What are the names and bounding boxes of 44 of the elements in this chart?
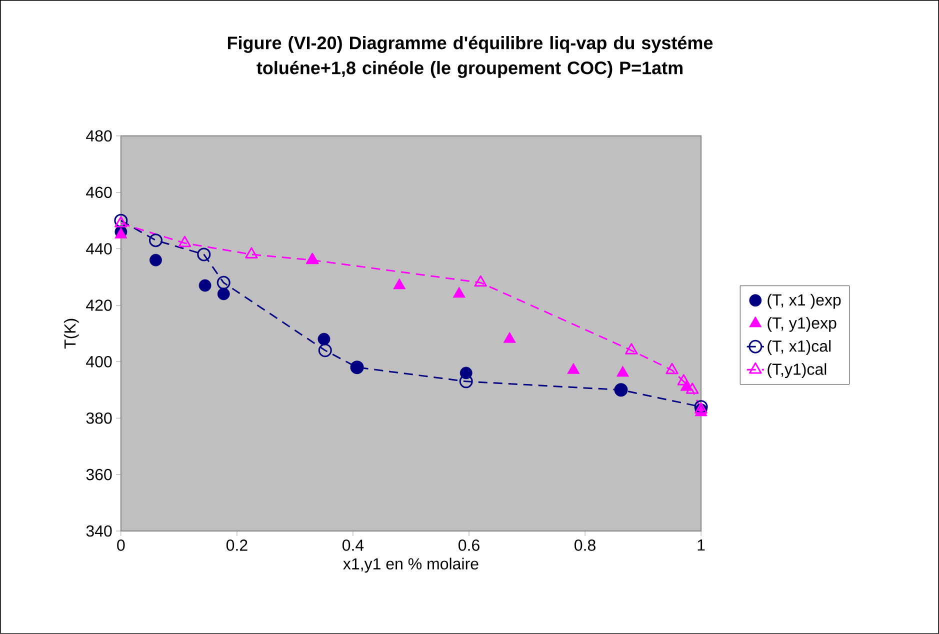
y-tick-label: 340 <box>86 525 112 537</box>
y-axis-title: T(K) <box>64 318 79 349</box>
point <box>114 214 128 228</box>
point <box>677 374 690 386</box>
point <box>198 279 212 292</box>
x-tick-label: 0.8 <box>574 540 596 551</box>
point <box>625 343 638 354</box>
y-tick-label: 420 <box>86 300 112 311</box>
point <box>616 366 629 377</box>
y-tick-label: 440 <box>86 243 112 254</box>
x-tick-label: 0 <box>117 540 125 551</box>
legend-label: (T, x1)cal <box>768 340 831 355</box>
y-tick-label: 400 <box>86 356 112 368</box>
point <box>474 275 487 287</box>
point <box>318 344 332 358</box>
x-axis-title: x1,y1 en % molaire <box>343 558 478 573</box>
x-tick-label: 0.6 <box>458 540 480 551</box>
point <box>216 276 230 290</box>
y-tick-label: 380 <box>86 412 112 424</box>
legend-label: (T, x1 )exp <box>768 294 841 309</box>
point <box>148 234 162 248</box>
point <box>393 278 406 290</box>
y-tick-label: 360 <box>86 468 112 480</box>
legend-label: (T,y1)cal <box>768 363 826 378</box>
legend-label: (T, y1)exp <box>768 316 836 332</box>
point <box>567 362 580 374</box>
point <box>459 374 473 388</box>
y-tick-label: 460 <box>86 186 112 198</box>
y-tick-label: 480 <box>86 130 112 142</box>
point <box>150 254 162 266</box>
point <box>245 247 258 258</box>
point <box>503 332 516 343</box>
point <box>686 382 699 394</box>
x-tick-label: 0.2 <box>226 540 248 551</box>
point <box>217 288 230 300</box>
point <box>178 236 192 248</box>
point <box>114 216 128 228</box>
x-tick-label: 0.4 <box>342 540 364 551</box>
point <box>666 362 678 374</box>
x-tick-label: 1 <box>698 540 705 551</box>
chart-title: Figure (VI-20) Diagramme d'équilibre liq-vap du systéme toluéne+1,8 cinéole (le groupement COC) P=1atm <box>228 36 713 78</box>
point <box>318 332 330 346</box>
point <box>197 248 211 262</box>
point <box>452 286 466 298</box>
